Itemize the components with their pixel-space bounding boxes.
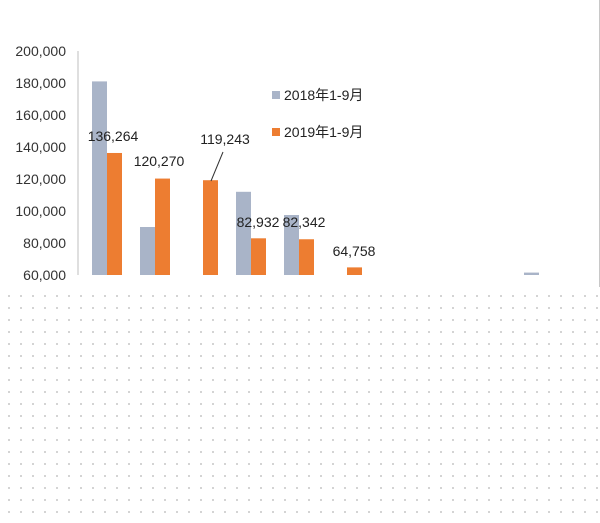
y-tick-label: 200,000: [15, 43, 66, 59]
y-tick-label: 140,000: [15, 139, 66, 155]
data-label: 82,932: [237, 214, 280, 230]
data-label: 136,264: [88, 128, 139, 144]
bar-2019-4: [251, 238, 266, 275]
legend-swatch: [272, 91, 280, 99]
bar-2018-10: [524, 272, 539, 275]
data-label: 64,758: [333, 243, 376, 259]
bar-2018-4: [236, 191, 251, 275]
bar-chart: 60,000 80,000 100,000 120,000 140,000 160,000…: [15, 43, 539, 283]
bar-2018-2: [140, 227, 155, 275]
y-tick-label: 100,000: [15, 203, 66, 219]
y-tick-label: 120,000: [15, 171, 66, 187]
y-tick-label: 160,000: [15, 107, 66, 123]
bar-2018-5: [284, 215, 299, 275]
bar-2019-6: [347, 267, 362, 275]
bar-2018-1: [92, 81, 107, 276]
data-label: 82,342: [283, 214, 326, 230]
legend-label: 2018年1-9月: [284, 87, 363, 103]
y-tick-label: 80,000: [23, 235, 66, 251]
bar-2019-3: [203, 180, 218, 275]
data-label: 119,243: [200, 131, 250, 147]
bar-2019-1: [107, 152, 122, 275]
chart-area: 60,000 80,000 100,000 120,000 140,000 160,000…: [15, 0, 600, 287]
bar-2019-2: [155, 178, 170, 275]
legend-label: 2019年1-9月: [284, 124, 363, 140]
legend-swatch: [272, 128, 280, 136]
bar-2019-5: [299, 239, 314, 275]
data-label: 120,270: [134, 153, 185, 169]
empty-dotted-canvas: [0, 287, 600, 523]
y-tick-label: 60,000: [23, 267, 66, 283]
y-tick-label: 180,000: [15, 75, 66, 91]
data-label-leader-line: [210, 151, 224, 182]
